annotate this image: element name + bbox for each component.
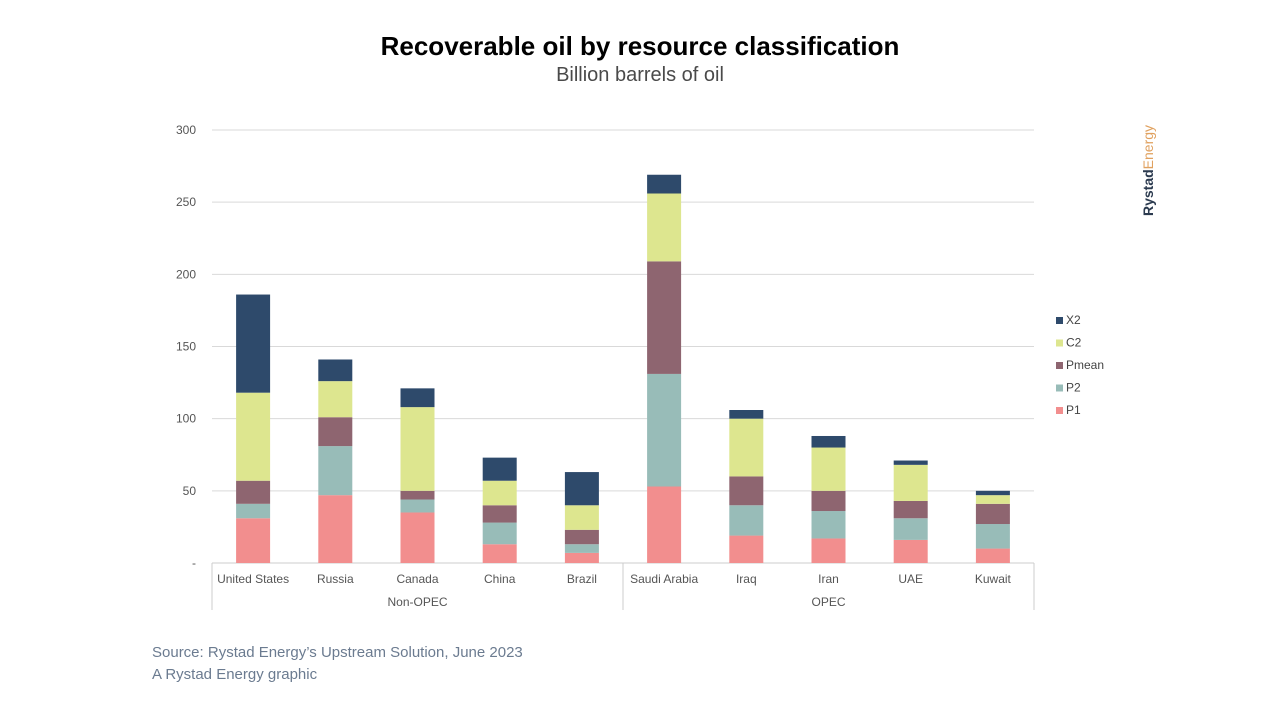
bar-segment-p2 — [482, 522, 517, 545]
bar-segment-pmean — [400, 490, 435, 500]
legend-label-p1: P1 — [1066, 403, 1081, 417]
y-tick-label: - — [192, 556, 196, 570]
bar-segment-c2 — [482, 480, 517, 506]
legend-label-pmean: Pmean — [1066, 358, 1104, 372]
bar-segment-x2 — [729, 410, 764, 419]
legend-swatch-p1 — [1056, 407, 1063, 414]
bar-segment-c2 — [400, 407, 435, 491]
bar-segment-c2 — [893, 464, 928, 501]
bar-segment-pmean — [975, 503, 1010, 525]
bar-segment-pmean — [482, 505, 517, 523]
source-note: Source: Rystad Energy’s Upstream Solutio… — [152, 642, 523, 686]
bar-segment-x2 — [811, 435, 846, 448]
y-tick-label: 50 — [183, 484, 197, 498]
x-tick-label: Saudi Arabia — [630, 572, 698, 586]
bar-segment-c2 — [975, 495, 1010, 504]
x-tick-label: Kuwait — [975, 572, 1012, 586]
bar-segment-x2 — [647, 174, 682, 194]
bar-segment-p1 — [400, 512, 435, 563]
bar-segment-p1 — [811, 538, 846, 563]
group-label: OPEC — [811, 595, 845, 609]
bar-segment-p2 — [647, 373, 682, 487]
bar-segment-c2 — [729, 418, 764, 477]
bar-segment-p1 — [729, 535, 764, 563]
x-tick-label: China — [484, 572, 516, 586]
chart-subtitle: Billion barrels of oil — [556, 64, 724, 86]
x-tick-label: Canada — [396, 572, 438, 586]
bar-segment-p2 — [318, 446, 353, 496]
bar-segment-x2 — [564, 472, 599, 506]
bar-segment-p2 — [893, 518, 928, 540]
bar-segment-p2 — [811, 511, 846, 539]
bar-segment-x2 — [893, 460, 928, 465]
x-tick-label: Iraq — [736, 572, 757, 586]
brand-name-part2: Energy — [1140, 125, 1156, 169]
bar-segment-c2 — [236, 392, 271, 481]
bar-segment-p2 — [400, 499, 435, 513]
bar-segment-p1 — [975, 548, 1010, 563]
bar-segment-pmean — [236, 480, 271, 504]
brand-name-part1: Rystad — [1140, 169, 1156, 216]
credit-line: A Rystad Energy graphic — [152, 666, 318, 683]
svg-text:RystadEnergy: RystadEnergy — [1140, 125, 1156, 216]
x-tick-label: Russia — [317, 572, 354, 586]
y-tick-label: 200 — [176, 267, 196, 281]
bar-segment-c2 — [564, 505, 599, 530]
legend-swatch-pmean — [1056, 362, 1063, 369]
legend-swatch-p2 — [1056, 384, 1063, 392]
x-tick-label: Iran — [818, 572, 839, 586]
legend-label-c2: C2 — [1066, 336, 1082, 350]
bar-segment-p1 — [482, 544, 517, 563]
bar-segment-p1 — [318, 495, 353, 563]
bar-segment-pmean — [729, 476, 764, 506]
bar-segment-p2 — [564, 544, 599, 553]
rystad-energy-logo: RystadEnergy — [1140, 125, 1156, 216]
bar-segment-c2 — [318, 381, 353, 418]
bar-segment-p1 — [647, 486, 682, 563]
bar-segment-pmean — [811, 490, 846, 512]
bar-segment-p2 — [975, 524, 1010, 549]
bar-segment-pmean — [564, 529, 599, 545]
bar-segment-pmean — [893, 500, 928, 519]
bar-segment-pmean — [318, 417, 353, 447]
x-tick-label: Brazil — [567, 572, 597, 586]
bar-segment-x2 — [400, 388, 435, 408]
bar-segment-p1 — [564, 552, 599, 563]
y-tick-label: 250 — [176, 195, 196, 209]
y-tick-label: 150 — [176, 340, 196, 354]
chart-title: Recoverable oil by resource classificati… — [380, 31, 900, 61]
bar-segment-pmean — [647, 261, 682, 374]
group-label: Non-OPEC — [387, 595, 447, 609]
bar-segment-x2 — [318, 359, 353, 382]
legend-label-p2: P2 — [1066, 381, 1081, 395]
bar-segment-p2 — [236, 503, 271, 519]
legend-label-x2: X2 — [1066, 313, 1081, 327]
bar-segment-c2 — [811, 447, 846, 491]
y-tick-label: 300 — [176, 123, 196, 137]
bar-segment-c2 — [647, 193, 682, 262]
bar-segment-x2 — [482, 457, 517, 481]
y-tick-label: 100 — [176, 412, 196, 426]
bar-segment-x2 — [236, 294, 271, 393]
x-tick-label: UAE — [898, 572, 923, 586]
bar-segment-p2 — [729, 505, 764, 536]
legend-swatch-x2 — [1056, 317, 1063, 324]
source-line: Source: Rystad Energy’s Upstream Solutio… — [152, 644, 523, 661]
x-tick-label: United States — [217, 572, 289, 586]
bar-segment-x2 — [975, 490, 1010, 496]
bar-segment-p1 — [893, 539, 928, 563]
legend-swatch-c2 — [1056, 339, 1063, 347]
bar-segment-p1 — [236, 518, 271, 563]
